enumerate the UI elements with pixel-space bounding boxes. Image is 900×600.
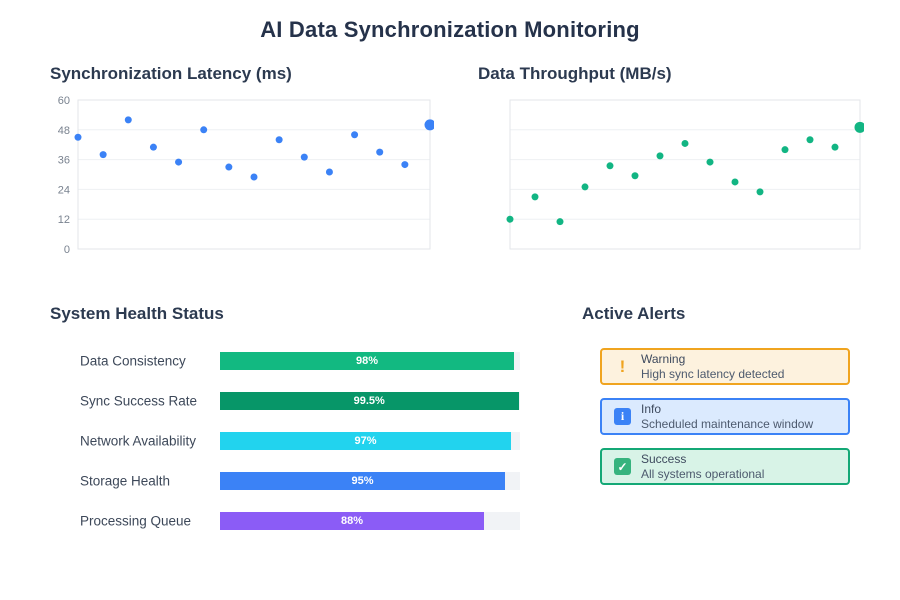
throughput-chart-title: Data Throughput (MB/s) (478, 64, 672, 83)
alert-message: High sync latency detected (641, 366, 785, 381)
data-point (656, 152, 664, 160)
y-tick-label: 24 (58, 184, 70, 196)
health-bar-value: 98% (355, 355, 379, 367)
health-row: Network Availability 97% (50, 421, 530, 461)
health-row: Storage Health 95% (50, 461, 530, 501)
success-alert-card: ✓ Success All systems operational (600, 448, 850, 485)
alert-text: Warning High sync latency detected (641, 352, 784, 380)
data-point (781, 146, 789, 154)
data-point (681, 139, 689, 147)
data-point (581, 183, 589, 191)
data-point (149, 143, 157, 151)
page-title: AI Data Synchronization Monitoring (260, 17, 640, 42)
health-bar-fill: 95% (220, 472, 505, 490)
data-point (706, 158, 714, 166)
data-point (606, 162, 614, 170)
alert-text: Success All systems operational (641, 452, 764, 480)
data-point (200, 126, 208, 134)
plot-border (77, 99, 431, 250)
alerts-list: ! Warning High sync latency detected i Info S… (600, 348, 850, 498)
data-point (806, 136, 814, 144)
health-bar-fill: 99.5% (220, 392, 519, 410)
info-icon: i (614, 408, 631, 425)
data-point (225, 163, 233, 171)
alerts-section-title: Active Alerts (582, 304, 686, 323)
health-bar-fill: 88% (220, 512, 484, 530)
health-row: Processing Queue 88% (50, 501, 530, 541)
data-point (351, 131, 359, 139)
health-bar-track: 95% (220, 472, 520, 490)
health-bar-track: 98% (220, 352, 520, 370)
latency-chart-title: Synchronization Latency (ms) (50, 64, 292, 83)
data-point (325, 168, 333, 176)
health-bar-fill: 98% (220, 352, 514, 370)
health-bar-list: Data Consistency 98% Sync Success Rate 99.5… (50, 341, 530, 541)
health-metric-label: Processing Queue (80, 513, 192, 529)
health-metric-label: Data Consistency (80, 353, 186, 369)
health-section-title: System Health Status (50, 304, 224, 323)
y-tick-label: 36 (58, 155, 70, 167)
info-alert-card: i Info Scheduled maintenance window (600, 398, 850, 435)
alert-message: All systems operational (641, 466, 765, 481)
y-tick-label: 60 (58, 95, 70, 107)
data-point (74, 133, 82, 141)
data-point (756, 188, 764, 196)
data-point (250, 173, 258, 181)
success-icon: ✓ (614, 458, 631, 475)
health-row: Data Consistency 98% (50, 341, 530, 381)
data-point (401, 161, 409, 169)
health-bar-value: 88% (340, 515, 364, 527)
data-point (424, 119, 434, 131)
y-tick-label: 12 (58, 214, 70, 226)
data-point (300, 153, 308, 161)
health-bar-track: 88% (220, 512, 520, 530)
alert-text: Info Scheduled maintenance window (641, 402, 813, 430)
health-metric-label: Sync Success Rate (80, 393, 198, 409)
health-bar-value: 95% (351, 475, 374, 487)
health-row: Sync Success Rate 99.5% (50, 381, 530, 421)
data-point (631, 172, 639, 180)
data-point (831, 143, 839, 151)
health-metric-label: Network Availability (80, 433, 197, 449)
y-tick-label: 0 (64, 244, 70, 256)
health-bar-track: 99.5% (220, 392, 520, 410)
data-point (506, 215, 514, 223)
data-point (175, 158, 183, 166)
data-point (376, 148, 384, 156)
alert-message: Scheduled maintenance window (641, 416, 814, 431)
health-bar-track: 97% (220, 432, 520, 450)
data-point (731, 178, 739, 186)
data-point (854, 121, 864, 133)
data-point (275, 136, 283, 144)
data-point (124, 116, 132, 124)
health-metric-label: Storage Health (80, 473, 171, 489)
alert-level: Success (641, 452, 687, 467)
warning-alert-card: ! Warning High sync latency detected (600, 348, 850, 385)
data-point (99, 151, 107, 159)
health-bar-value: 97% (354, 435, 377, 447)
data-point (556, 218, 564, 226)
y-tick-label: 48 (58, 125, 70, 137)
throughput-chart (506, 99, 864, 250)
health-bar-fill: 97% (220, 432, 511, 450)
health-bar-value: 99.5% (353, 395, 385, 407)
alert-level: Warning (641, 352, 686, 367)
warning-icon: ! (619, 356, 626, 376)
alert-level: Info (641, 402, 662, 417)
latency-chart: 0 12 24 36 48 60 (58, 95, 434, 256)
plot-border (509, 99, 861, 250)
data-point (531, 193, 539, 201)
